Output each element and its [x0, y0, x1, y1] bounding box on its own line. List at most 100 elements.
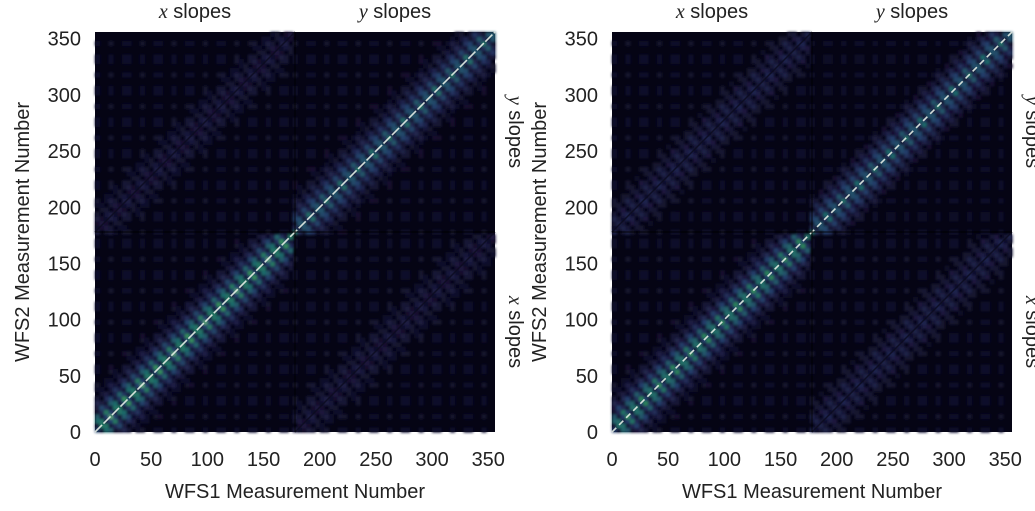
heatmap-cell — [666, 410, 671, 415]
heatmap-cell — [823, 185, 828, 190]
heatmap-cell — [482, 180, 487, 185]
heatmap-cell — [419, 59, 424, 64]
heatmap-cell — [122, 212, 127, 217]
heatmap-cell — [441, 63, 446, 68]
heatmap-cell — [216, 333, 221, 338]
heatmap-cell — [252, 239, 257, 244]
heatmap-cell — [751, 239, 756, 244]
heatmap-cell — [774, 293, 779, 298]
heatmap-cell — [666, 144, 671, 149]
heatmap-cell — [428, 311, 433, 316]
heatmap-cell — [261, 297, 266, 302]
heatmap-cell — [855, 239, 860, 244]
heatmap-cell — [207, 140, 212, 145]
heatmap-cell — [742, 315, 747, 320]
heatmap-cell — [661, 203, 666, 208]
heatmap-cell — [162, 338, 167, 343]
heatmap-cell — [702, 342, 707, 347]
heatmap-cell — [315, 221, 320, 226]
heatmap-cell — [428, 126, 433, 131]
heatmap-cell — [266, 383, 271, 388]
heatmap-cell — [158, 59, 163, 64]
heatmap-cell — [149, 387, 154, 392]
heatmap-cell — [661, 387, 666, 392]
heatmap-cell — [675, 257, 680, 262]
heatmap-cell — [657, 149, 662, 154]
heatmap-cell — [841, 243, 846, 248]
heatmap-cell — [482, 149, 487, 154]
heatmap-cell — [850, 198, 855, 203]
heatmap-cell — [185, 275, 190, 280]
heatmap-cell — [171, 374, 176, 379]
heatmap-cell — [706, 365, 711, 370]
heatmap-cell — [774, 95, 779, 100]
heatmap-cell — [171, 167, 176, 172]
heatmap-cell — [405, 239, 410, 244]
heatmap-cell — [832, 203, 837, 208]
heatmap-cell — [464, 54, 469, 59]
heatmap-cell — [234, 293, 239, 298]
heatmap-cell — [122, 333, 127, 338]
heatmap-cell — [796, 396, 801, 401]
heatmap-cell — [405, 95, 410, 100]
heatmap-cell — [423, 81, 428, 86]
heatmap-cell — [715, 117, 720, 122]
heatmap-cell — [207, 329, 212, 334]
heatmap-cell — [486, 243, 491, 248]
heatmap-cell — [464, 428, 469, 433]
heatmap-cell — [284, 270, 289, 275]
heatmap-cell — [275, 261, 280, 266]
heatmap-cell — [342, 41, 347, 46]
heatmap-cell — [765, 266, 770, 271]
heatmap-cell — [625, 149, 630, 154]
heatmap-cell — [149, 351, 154, 356]
heatmap-cell — [675, 122, 680, 127]
heatmap-cell — [365, 171, 370, 176]
heatmap-cell — [675, 243, 680, 248]
heatmap-cell — [95, 306, 100, 311]
heatmap-cell — [369, 122, 374, 127]
heatmap-cell — [702, 104, 707, 109]
heatmap-cell — [140, 360, 145, 365]
heatmap-cell — [140, 369, 145, 374]
heatmap-cell — [401, 257, 406, 262]
heatmap-cell — [405, 288, 410, 293]
heatmap-cell — [99, 401, 104, 406]
heatmap-cell — [805, 50, 810, 55]
heatmap-cell — [221, 153, 226, 158]
heatmap-cell — [805, 45, 810, 50]
heatmap-cell — [859, 243, 864, 248]
heatmap-cell — [176, 329, 181, 334]
heatmap-cell — [432, 54, 437, 59]
heatmap-cell — [437, 212, 442, 217]
heatmap-cell — [828, 365, 833, 370]
heatmap-cell — [432, 369, 437, 374]
heatmap-cell — [356, 275, 361, 280]
heatmap-cell — [751, 311, 756, 316]
heatmap-cell — [621, 410, 626, 415]
heatmap-cell — [634, 374, 639, 379]
heatmap-cell — [158, 302, 163, 307]
heatmap-cell — [738, 338, 743, 343]
heatmap-cell — [302, 212, 307, 217]
heatmap-cell — [720, 306, 725, 311]
heatmap-cell — [162, 140, 167, 145]
heatmap-cell — [158, 54, 163, 59]
heatmap-cell — [153, 275, 158, 280]
heatmap-cell — [634, 176, 639, 181]
heatmap-cell — [441, 261, 446, 266]
heatmap-cell — [643, 72, 648, 77]
heatmap-cell — [369, 72, 374, 77]
heatmap-cell — [850, 360, 855, 365]
heatmap-cell — [657, 333, 662, 338]
heatmap-cell — [131, 176, 136, 181]
heatmap-cell — [747, 266, 752, 271]
heatmap-cell — [279, 252, 284, 257]
heatmap-cell — [311, 221, 316, 226]
heatmap-cell — [203, 284, 208, 289]
heatmap-cell — [176, 333, 181, 338]
heatmap-cell — [387, 108, 392, 113]
heatmap-cell — [239, 59, 244, 64]
heatmap-cell — [324, 122, 329, 127]
